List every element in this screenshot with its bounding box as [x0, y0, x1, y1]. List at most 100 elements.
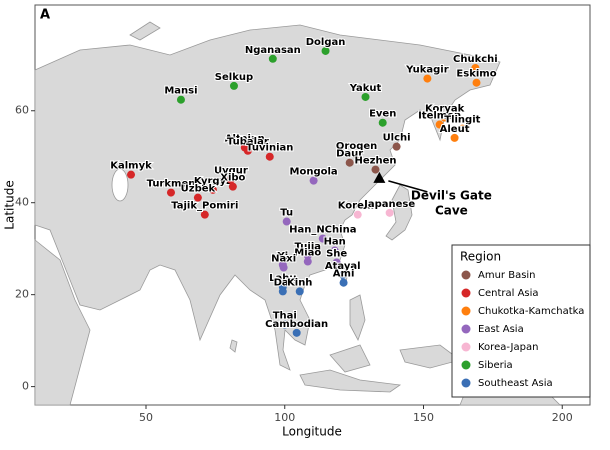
point-label: Koryak [425, 104, 465, 115]
panel-label: A [40, 8, 50, 23]
point-label: Miao [294, 248, 321, 259]
annotation-arrow [388, 180, 428, 193]
data-point [423, 74, 432, 83]
point-label: Mansi [164, 86, 197, 97]
point-label: Uzbek [181, 184, 216, 195]
point-label: Kinh [287, 277, 312, 288]
point-label: Thai [273, 311, 297, 322]
data-point [265, 152, 274, 161]
data-point [229, 81, 238, 90]
data-point [321, 46, 330, 55]
legend-label: Siberia [478, 360, 513, 371]
data-point [339, 278, 348, 287]
data-point [243, 146, 252, 155]
point-label: Mongola [290, 167, 338, 178]
point-label: Oroqen [336, 141, 377, 152]
data-point [127, 170, 136, 179]
point-label: Yukagir [405, 65, 449, 76]
data-point [226, 175, 235, 184]
y-tick-label: 0 [22, 380, 29, 393]
point-label: Tlingit [444, 115, 480, 126]
legend-title: Region [460, 250, 501, 264]
point-label: Kalmyk [110, 161, 152, 172]
point-label: Tu [280, 208, 293, 219]
point-label: Kyrgyz [194, 176, 232, 187]
legend-label: Chukotka-Kamchatka [478, 306, 584, 317]
legend-swatch [461, 378, 471, 388]
x-tick-label: 50 [139, 411, 153, 424]
point-label: Nganasan [245, 45, 301, 56]
x-tick-label: 150 [413, 411, 434, 424]
data-point [208, 185, 217, 194]
data-point [200, 210, 209, 219]
legend-swatch [461, 360, 471, 370]
legend-box [451, 244, 591, 398]
legend-swatch [461, 324, 471, 334]
point-label: Aleut [440, 124, 470, 135]
data-point [392, 142, 401, 151]
data-point [450, 133, 459, 142]
point-label: Naxi [271, 254, 296, 265]
legend-label: Central Asia [478, 288, 539, 299]
legend-label: East Asia [478, 324, 524, 335]
data-point [278, 287, 287, 296]
x-tick-label: 200 [552, 411, 573, 424]
data-point [309, 176, 318, 185]
point-label: She [326, 248, 347, 259]
data-point [280, 320, 289, 329]
data-point [176, 95, 185, 104]
point-label: Cambodian [265, 319, 328, 330]
data-point [435, 120, 444, 129]
data-point [471, 63, 480, 72]
data-point [228, 182, 237, 191]
y-tick-label: 20 [15, 288, 29, 301]
point-label: Itelmen [418, 111, 461, 122]
point-label: Dolgan [306, 37, 346, 48]
data-point [318, 234, 327, 243]
data-point [458, 124, 467, 133]
data-point [353, 210, 362, 219]
caspian-sea [111, 168, 129, 202]
point-label: Ulchi [383, 133, 411, 144]
point-label: Tajik_Pomiri [171, 201, 238, 212]
point-label: Tuvinian [246, 143, 293, 154]
x-tick-label: 100 [274, 411, 295, 424]
point-label: Turkmen [147, 179, 196, 190]
legend-swatch [461, 288, 471, 298]
point-label: Yakut [349, 83, 382, 94]
data-point [292, 328, 301, 337]
point-label: Yi [276, 251, 288, 262]
point-label: Selkup [215, 72, 253, 83]
y-axis-label: Latitude [3, 180, 17, 229]
data-point [385, 208, 394, 217]
point-label: Han [324, 237, 346, 248]
legend-label: Amur Basin [478, 270, 536, 281]
point-label: Han_NChina [289, 225, 356, 236]
legend-label: Southeast Asia [478, 378, 553, 389]
point-label: Tujia [295, 242, 321, 253]
y-tick-label: 60 [15, 104, 29, 117]
data-point [193, 193, 202, 202]
point-label: Korean [338, 201, 378, 212]
data-point [345, 158, 354, 167]
legend-swatch [461, 342, 471, 352]
data-point [361, 92, 370, 101]
annotation-text: Cave [435, 203, 468, 217]
data-point [472, 78, 481, 87]
point-label: Chukchi [453, 54, 498, 65]
point-label: Altaian [225, 134, 265, 145]
point-label: Atayal [325, 261, 361, 272]
point-label: Even [369, 109, 396, 120]
data-point [268, 54, 277, 63]
y-tick-label: 40 [15, 196, 29, 209]
data-point [332, 258, 341, 267]
data-point [371, 165, 380, 174]
data-point [330, 246, 339, 255]
point-label: Uygur [214, 166, 248, 177]
legend-label: Korea-Japan [478, 342, 538, 353]
data-point [338, 270, 347, 279]
data-point [303, 257, 312, 266]
point-label: Ami [333, 269, 355, 280]
data-point [282, 217, 291, 226]
